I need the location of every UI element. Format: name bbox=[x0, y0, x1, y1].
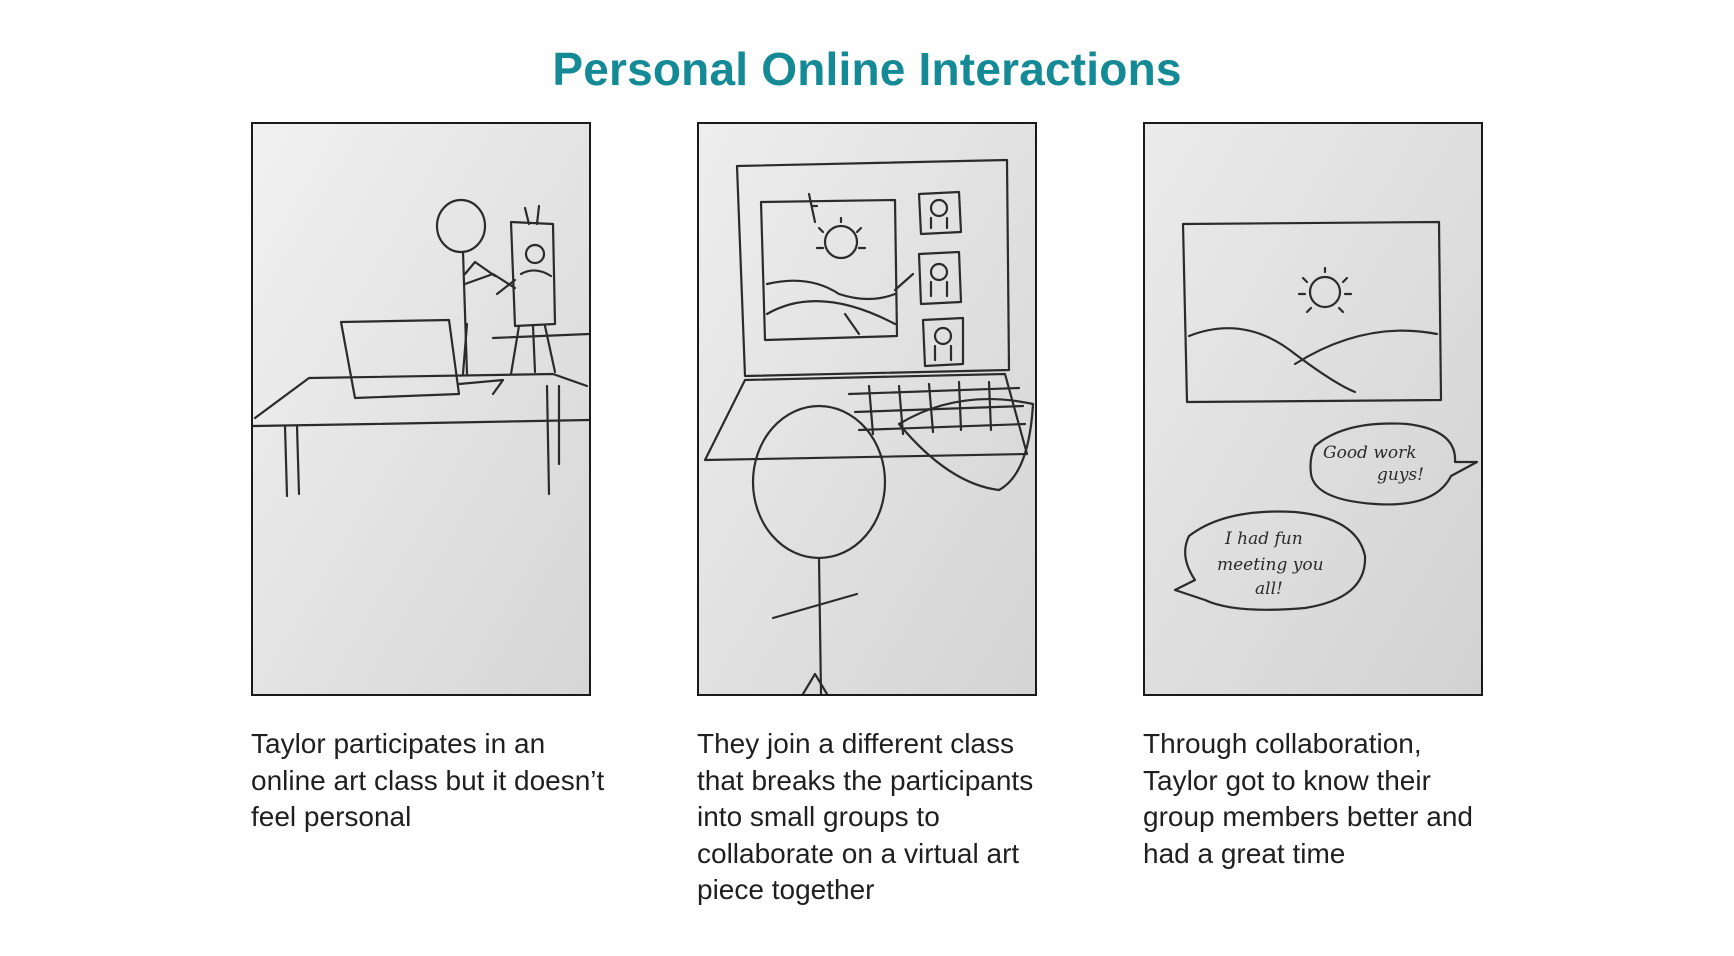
sketch-taylor-at-desk bbox=[253, 124, 589, 694]
speech-bubble-good-work: Good work guys! bbox=[1309, 422, 1479, 506]
bubble-1-line-1: Good work bbox=[1323, 443, 1417, 463]
storyboard-panel-3: Good work guys! I had fun meeting you al… bbox=[1143, 122, 1483, 696]
panel-3-caption: Through collaboration, Taylor got to kno… bbox=[1143, 728, 1473, 869]
speech-bubble-had-fun: I had fun meeting you all! bbox=[1173, 510, 1367, 611]
sketch-finished-artwork-chat: Good work guys! I had fun meeting you al… bbox=[1145, 124, 1481, 694]
bubble-1-line-2: guys! bbox=[1377, 465, 1424, 485]
page-title: Personal Online Interactions bbox=[552, 43, 1182, 95]
storyboard-panel-1 bbox=[251, 122, 591, 696]
bubble-2-line-1: I had fun bbox=[1224, 529, 1303, 549]
bubble-2-line-2: meeting you bbox=[1217, 555, 1324, 575]
sketch-group-video-call bbox=[699, 124, 1035, 694]
panel-2-caption: They join a different class that breaks … bbox=[697, 728, 1034, 905]
storyboard-panel-2 bbox=[697, 122, 1037, 696]
bubble-2-line-3: all! bbox=[1255, 579, 1283, 599]
panel-1-caption: Taylor participates in an online art cla… bbox=[251, 728, 605, 832]
